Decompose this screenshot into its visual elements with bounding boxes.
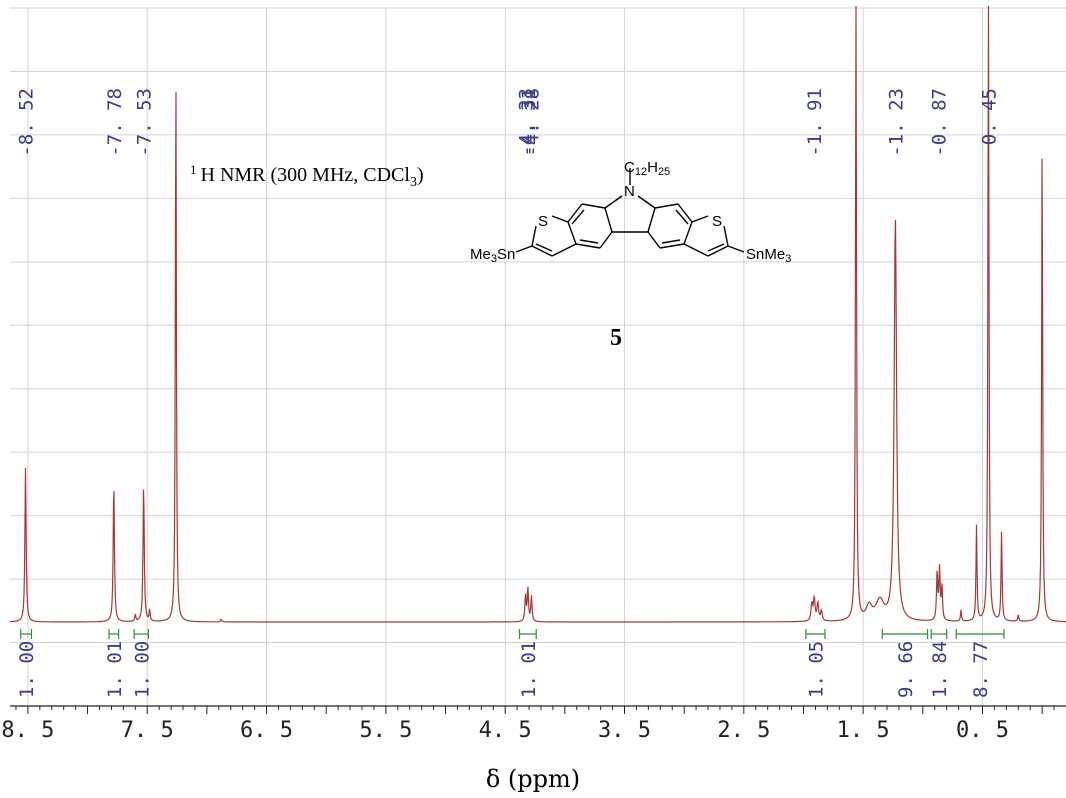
bond xyxy=(723,225,729,247)
integral-value: 8. 77 xyxy=(970,641,992,698)
bond xyxy=(531,225,537,247)
bond xyxy=(551,243,577,257)
bond xyxy=(637,195,656,209)
bond xyxy=(551,215,569,223)
peak-label: -4. 33 xyxy=(515,88,537,157)
chain-label: C12H25 xyxy=(624,159,670,178)
bond-double xyxy=(675,209,689,225)
compound-number: 5 xyxy=(610,325,622,351)
bond xyxy=(691,215,709,223)
bond-double xyxy=(707,243,725,252)
integral-value: 1. 00 xyxy=(131,641,153,698)
peak-label: 0. 45 xyxy=(978,88,1000,145)
x-tick-label: 1. 5 xyxy=(837,718,890,743)
bond-double xyxy=(535,243,553,252)
peak-label: -1. 91 xyxy=(804,88,826,157)
n-atom: N xyxy=(624,183,635,200)
left-group-label: Me3Sn xyxy=(470,246,515,265)
x-tick-label: 5. 5 xyxy=(359,718,412,743)
bond xyxy=(581,203,606,209)
x-tick-label: 7. 5 xyxy=(121,718,174,743)
s-atom-right: S xyxy=(712,213,722,230)
bond xyxy=(567,221,577,245)
molecule-labels: C12H25 N S S Me3Sn SnMe3 5 xyxy=(470,159,791,351)
peak-label: -7. 53 xyxy=(134,88,156,157)
integral-value: 9. 66 xyxy=(895,641,917,698)
x-tick-label: 8. 5 xyxy=(1,718,54,743)
x-tick-label: 4. 5 xyxy=(479,718,532,743)
bond xyxy=(531,245,553,257)
bond xyxy=(683,221,693,245)
x-axis: 8. 5 7. 5 6. 5 5. 5 4. 5 3. 5 2. 5 1. 5 0. 5 xyxy=(1,705,1066,743)
peak-label: -4. 28 xyxy=(521,88,543,157)
bond xyxy=(647,207,656,233)
integral-value: 1. 00 xyxy=(16,641,38,698)
integral-value: 1. 84 xyxy=(929,641,951,698)
bond xyxy=(604,207,613,233)
x-tick-label: 6. 5 xyxy=(240,718,293,743)
bond xyxy=(707,245,729,257)
bond-double xyxy=(661,239,681,244)
bond xyxy=(659,243,685,249)
bond xyxy=(647,231,661,249)
integral-value: 1. 01 xyxy=(518,641,540,698)
bond xyxy=(727,245,745,253)
bond xyxy=(599,231,613,249)
integral-value: 1. 05 xyxy=(805,641,827,698)
peak-labels: -8. 52 -7. 78 -7. 53 -4. 33-4. 31-4. 28 -1. … xyxy=(16,88,1001,157)
peak-label: -4. 31 xyxy=(518,88,540,157)
bond xyxy=(515,245,533,253)
peak-label: -7. 78 xyxy=(104,88,126,157)
grid-lines xyxy=(10,7,1066,706)
bond xyxy=(654,203,679,209)
spectrum-trace xyxy=(9,5,1066,623)
bond xyxy=(683,243,709,257)
molecule-structure xyxy=(515,168,745,257)
right-group-label: SnMe3 xyxy=(746,246,791,265)
bond xyxy=(604,195,623,209)
integral-value: 1. 01 xyxy=(104,641,126,698)
bond xyxy=(567,203,583,223)
x-tick-label: 0. 5 xyxy=(956,718,1009,743)
x-tick-label: 3. 5 xyxy=(598,718,651,743)
x-tick-label: 2. 5 xyxy=(717,718,770,743)
s-atom-left: S xyxy=(538,213,548,230)
x-axis-title: δ (ppm) xyxy=(486,765,580,793)
peak-label: -0. 87 xyxy=(928,88,950,157)
peak-label: -1. 23 xyxy=(885,88,907,157)
bond-double xyxy=(579,239,599,244)
peak-label: -8. 52 xyxy=(16,88,38,157)
bond xyxy=(575,243,601,249)
integrals: 1. 00 1. 01 1. 00 1. 01 1. 05 9. 66 1. 84 8. 77 xyxy=(16,629,1005,698)
spectrum-line xyxy=(9,5,1066,623)
bond xyxy=(677,203,693,223)
bond-double xyxy=(571,209,585,225)
